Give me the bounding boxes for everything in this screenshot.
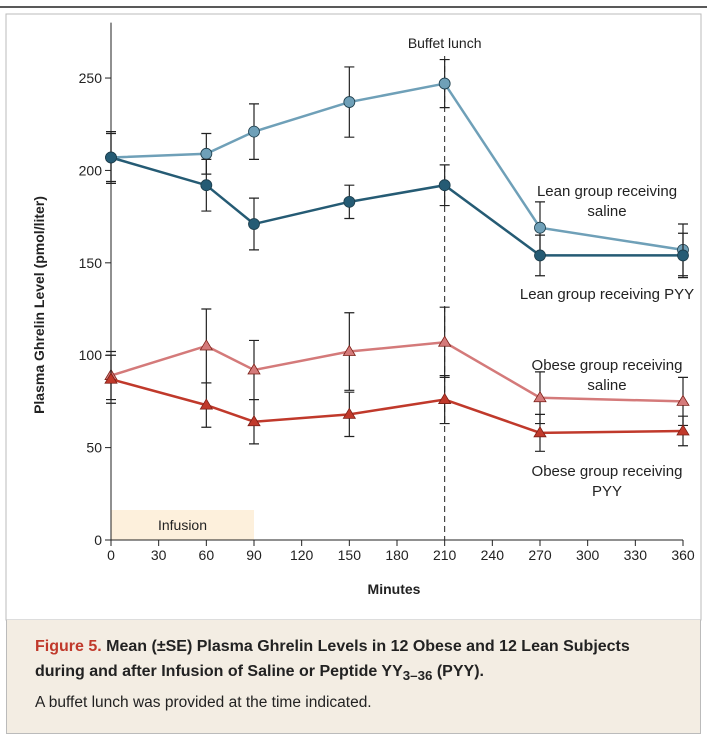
point <box>342 344 357 356</box>
point <box>247 363 261 375</box>
point <box>534 221 546 234</box>
x-tick-label: 270 <box>528 547 552 563</box>
buffet-label: Buffet lunch <box>408 35 482 51</box>
point <box>677 249 689 262</box>
point <box>199 339 214 351</box>
y-tick-label: 50 <box>86 440 102 456</box>
x-tick-label: 0 <box>107 547 115 563</box>
point <box>248 125 260 138</box>
x-tick-label: 60 <box>199 547 215 563</box>
x-tick-label: 300 <box>576 547 600 563</box>
point <box>200 179 213 192</box>
x-tick-label: 210 <box>433 547 457 563</box>
y-tick-label: 200 <box>79 162 103 178</box>
y-tick-label: 150 <box>79 255 103 271</box>
caption-title-end: (PYY). <box>432 663 484 680</box>
series-label: Lean group receiving PYY <box>519 286 695 303</box>
point <box>343 195 356 208</box>
point <box>437 335 452 347</box>
point <box>534 249 546 262</box>
caption-subscript: 3–36 <box>402 668 433 684</box>
series-label: Obese group receiving saline <box>531 357 683 394</box>
point <box>199 398 214 410</box>
x-axis-label: Minutes <box>368 581 421 597</box>
point <box>105 151 117 164</box>
x-tick-label: 240 <box>481 547 505 563</box>
point <box>676 424 690 436</box>
y-tick-label: 100 <box>79 347 103 363</box>
series-label: Obese group receiving PYY <box>531 463 683 500</box>
caption-title: Figure 5. Mean (±SE) Plasma Ghrelin Leve… <box>35 634 672 688</box>
point <box>533 426 547 438</box>
point <box>437 392 452 404</box>
point <box>343 96 356 108</box>
series-label: Lean group receiving saline <box>536 183 678 220</box>
point <box>438 77 451 90</box>
point <box>200 147 213 160</box>
x-tick-label: 180 <box>385 547 409 563</box>
infusion-region <box>111 510 254 540</box>
point <box>247 414 261 427</box>
x-tick-label: 330 <box>624 547 648 563</box>
y-axis-label: Plasma Ghrelin Level (pmol/liter) <box>31 196 47 414</box>
x-tick-label: 150 <box>338 547 362 563</box>
y-tick-label: 250 <box>79 70 103 86</box>
point <box>248 218 260 230</box>
caption-text: A buffet lunch was provided at the time … <box>35 694 372 712</box>
figure-label: Figure 5. <box>35 638 102 655</box>
point <box>342 407 357 419</box>
x-tick-label: 30 <box>151 547 167 563</box>
point <box>533 390 547 403</box>
point <box>104 372 118 384</box>
infusion-label: Infusion <box>158 517 207 533</box>
x-tick-label: 360 <box>671 547 695 563</box>
x-tick-label: 120 <box>290 547 314 563</box>
caption: Figure 5. Mean (±SE) Plasma Ghrelin Leve… <box>6 620 701 734</box>
caption-title-text: Mean (±SE) Plasma Ghrelin Levels in 12 O… <box>35 638 630 680</box>
point <box>676 394 690 406</box>
y-tick-label: 0 <box>94 532 102 548</box>
x-tick-label: 90 <box>246 547 262 563</box>
point <box>438 179 451 192</box>
